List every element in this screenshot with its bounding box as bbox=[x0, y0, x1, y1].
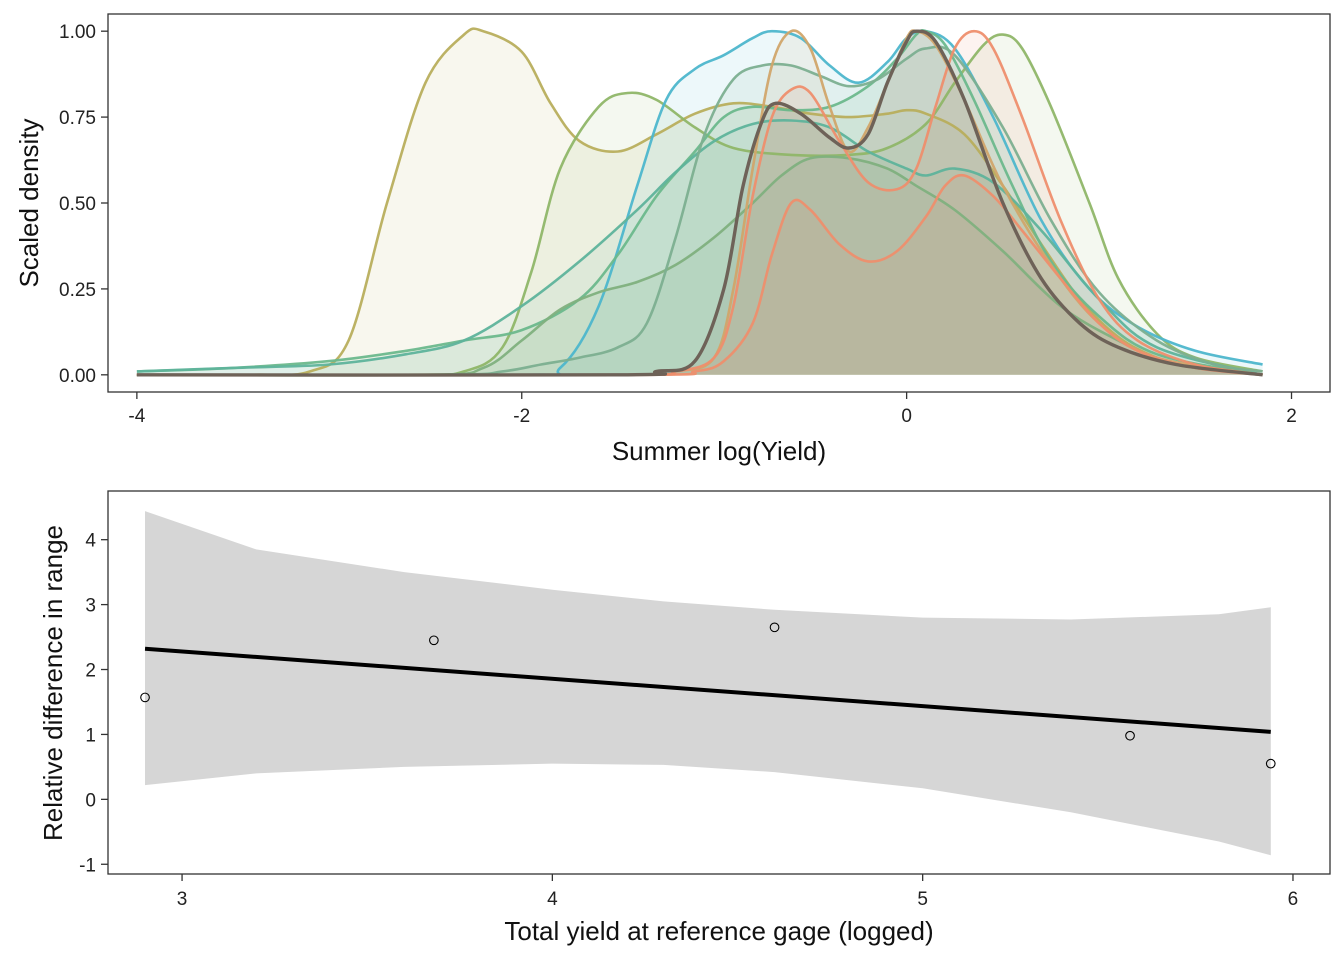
density-x-tick-label: 0 bbox=[901, 406, 912, 427]
density-y-tick-label: 0.25 bbox=[59, 280, 96, 301]
regression-y-tick-label: 2 bbox=[85, 661, 96, 682]
regression-band-layer bbox=[145, 511, 1271, 856]
density-curves bbox=[136, 27, 1263, 377]
density-x-axis-title: Summer log(Yield) bbox=[612, 436, 826, 466]
scatter-points bbox=[140, 622, 1276, 769]
regression-y-tick-label: 0 bbox=[85, 790, 96, 811]
density-area-8 bbox=[136, 30, 1263, 376]
regression-y-tick-label: 3 bbox=[85, 596, 96, 617]
density-panel: -4 -2 0 2 0.00 0.25 0.50 0.75 1.00 Summer log(Y… bbox=[14, 13, 1331, 466]
density-line-11 bbox=[136, 29, 1263, 377]
density-line-6 bbox=[136, 155, 1263, 377]
scatter-point-2 bbox=[429, 635, 439, 646]
scatter-point-4 bbox=[1125, 730, 1135, 741]
density-y-ticks: 0.00 0.25 0.50 0.75 1.00 bbox=[59, 22, 108, 387]
density-x-tick-label: -2 bbox=[513, 406, 530, 427]
density-line-7 bbox=[136, 45, 1263, 377]
scatter-point-3 bbox=[769, 622, 780, 633]
regression-panel: 3 4 5 6 -1 0 1 2 3 4 Total yield at reference ga… bbox=[38, 490, 1331, 946]
density-line-3 bbox=[136, 29, 1263, 377]
density-y-tick-label: 1.00 bbox=[59, 22, 96, 43]
regression-line-layer bbox=[144, 646, 1271, 734]
regression-y-ticks: -1 0 1 2 3 4 bbox=[79, 531, 108, 876]
regression-x-tick-label: 6 bbox=[1288, 889, 1299, 910]
regression-line bbox=[144, 646, 1271, 734]
density-plot-frame bbox=[107, 13, 1331, 393]
regression-x-tick-label: 4 bbox=[547, 889, 558, 910]
density-line-10 bbox=[136, 173, 1263, 377]
confidence-band bbox=[145, 511, 1271, 856]
scatter-point-5 bbox=[1265, 758, 1276, 769]
density-area-7 bbox=[136, 46, 1263, 376]
density-y-tick-label: 0.00 bbox=[59, 366, 96, 387]
regression-x-axis-title: Total yield at reference gage (logged) bbox=[504, 916, 933, 946]
regression-x-tick-label: 5 bbox=[917, 889, 928, 910]
density-line-1 bbox=[136, 27, 1263, 377]
density-x-ticks: -4 -2 0 2 bbox=[128, 392, 1297, 427]
density-y-tick-label: 0.75 bbox=[59, 108, 96, 129]
density-area-11 bbox=[136, 31, 1263, 376]
density-line-9 bbox=[136, 29, 1263, 377]
scatter-point-1 bbox=[140, 692, 150, 703]
density-x-tick-label: -4 bbox=[128, 406, 145, 427]
regression-y-tick-label: 4 bbox=[85, 531, 96, 552]
regression-x-ticks: 3 4 5 6 bbox=[177, 874, 1298, 910]
density-y-tick-label: 0.50 bbox=[59, 194, 96, 215]
regression-y-tick-label: -1 bbox=[79, 855, 96, 876]
density-area-1 bbox=[136, 28, 1263, 376]
regression-x-tick-label: 3 bbox=[177, 889, 188, 910]
density-x-tick-label: 2 bbox=[1286, 406, 1297, 427]
density-area-2 bbox=[136, 34, 1263, 376]
density-area-10 bbox=[136, 175, 1263, 376]
regression-y-axis-title: Relative difference in range bbox=[38, 525, 68, 841]
regression-y-tick-label: 1 bbox=[85, 725, 96, 746]
density-y-axis-title: Scaled density bbox=[14, 118, 44, 287]
density-area-6 bbox=[136, 156, 1263, 376]
